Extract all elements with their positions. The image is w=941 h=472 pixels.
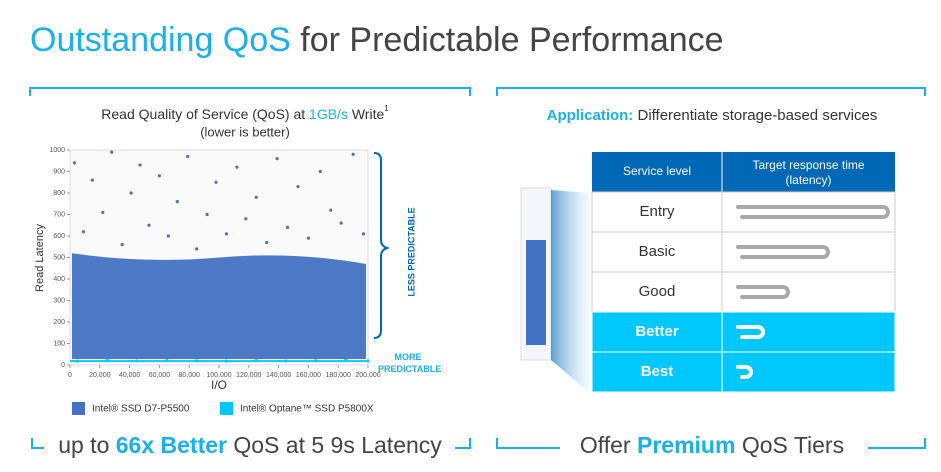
- row-label: Better: [635, 323, 679, 340]
- point: [306, 236, 310, 240]
- row-label: Good: [639, 283, 676, 300]
- header-row: [592, 152, 895, 192]
- footer-text: Offer Premium QoS Tiers: [580, 432, 844, 458]
- point: [157, 174, 161, 178]
- point: [265, 240, 269, 245]
- point: [285, 225, 290, 229]
- y-tick-label: 600: [53, 233, 65, 240]
- y-tick-label: 400: [53, 276, 65, 283]
- y-tick-label: 1000: [49, 147, 65, 154]
- y-tick-label: 500: [53, 254, 65, 261]
- row-label: Best: [641, 363, 674, 380]
- x-tick-label: 140,000: [266, 372, 291, 379]
- table: Service level Target response time (laten…: [591, 152, 896, 393]
- point: [329, 208, 333, 212]
- point: [275, 157, 279, 161]
- y-tick-label: 900: [53, 168, 65, 175]
- point: [339, 221, 343, 225]
- point: [318, 169, 322, 174]
- funnel: [551, 190, 590, 393]
- point: [90, 178, 94, 182]
- footer-line: [455, 438, 471, 449]
- legend: Intel® SSD D7-P5500 Intel® Optane™ SSD P5…: [72, 402, 374, 415]
- divider: [29, 87, 471, 96]
- point: [186, 154, 190, 159]
- x-tick-label: 60,000: [149, 372, 171, 379]
- point: [195, 247, 199, 251]
- point: [120, 243, 124, 247]
- point: [81, 230, 86, 234]
- latency-arrow: [736, 285, 790, 299]
- annotation-box: MORE PREDICTABLE: [378, 352, 442, 374]
- x-tick-label: 80,000: [178, 372, 200, 379]
- legend-swatch: [220, 402, 233, 415]
- point: [166, 234, 170, 238]
- latency-arrow: [736, 205, 890, 219]
- plot: 0 100 200 300 400 500 600 700 800 900 1000 0 20,000 4…: [49, 147, 380, 379]
- row-label: Basic: [639, 243, 676, 260]
- x-tick-label: 200,000: [355, 372, 380, 379]
- chart-title: Read Quality of Service (QoS) at 1GB/s W…: [101, 104, 389, 122]
- row: [591, 271, 896, 313]
- point: [351, 152, 355, 156]
- y-axis-label: Read Latency: [34, 224, 46, 292]
- y-tick-label: 200: [53, 319, 65, 326]
- point: [175, 200, 179, 204]
- footer-line: [868, 438, 926, 449]
- y-tick-label: 100: [53, 340, 65, 347]
- point: [244, 217, 248, 221]
- annotation: LESS PREDICTABLE: [406, 207, 416, 296]
- row: [591, 191, 896, 233]
- dense-cloud: [72, 253, 366, 359]
- x-tick-label: 0: [68, 372, 72, 379]
- legend-swatch: [72, 402, 85, 415]
- title: Outstanding QoS for Predictable Performa…: [30, 21, 724, 59]
- divider: [496, 87, 926, 96]
- header-cell: Target response time (latency): [752, 158, 865, 187]
- point: [138, 163, 142, 167]
- point: [110, 150, 114, 154]
- header-cell: Service level: [623, 164, 691, 178]
- footer-text: up to 66x Better QoS at 5 9s Latency: [58, 432, 442, 458]
- x-tick-label: 40,000: [119, 372, 141, 379]
- chart-subtitle: (lower is better): [200, 124, 290, 139]
- x-tick-label: 100,000: [206, 372, 231, 379]
- row: [591, 231, 896, 273]
- point: [101, 210, 105, 214]
- latency-arrow: [736, 365, 753, 379]
- x-tick-label: 160,000: [296, 372, 321, 379]
- header-cell-box: Target response time (latency): [752, 158, 865, 187]
- y-tick-label: 300: [53, 297, 65, 304]
- point: [147, 223, 151, 227]
- bracket: [373, 152, 391, 339]
- row-label: Entry: [639, 203, 675, 220]
- row: [591, 351, 896, 393]
- footer-line: [31, 438, 44, 449]
- point: [205, 212, 209, 217]
- point: [129, 191, 133, 195]
- x-tick-label: 180,000: [326, 372, 351, 379]
- point: [214, 180, 218, 184]
- y-tick-label: 800: [53, 190, 65, 197]
- point: [296, 184, 300, 189]
- point: [72, 161, 77, 165]
- x-tick-label: 120,000: [236, 372, 261, 379]
- annotation: MORE PREDICTABLE: [378, 352, 442, 374]
- app-text: Application: Differentiate storage-based…: [547, 107, 878, 124]
- point: [235, 165, 239, 169]
- point: [224, 232, 229, 236]
- point: [254, 195, 258, 199]
- latency-arrow: [736, 325, 765, 339]
- x-axis-label: I/O: [211, 378, 227, 392]
- point: [361, 232, 366, 236]
- footer-line: [496, 438, 560, 449]
- mini-chart-cloud: [526, 240, 546, 345]
- y-tick-label: 700: [53, 211, 65, 218]
- legend-label: Intel® SSD D7-P5500: [92, 404, 190, 415]
- y-tick-label: 0: [61, 362, 65, 369]
- latency-arrow: [736, 245, 830, 259]
- x-tick-label: 20,000: [89, 372, 111, 379]
- legend-label: Intel® Optane™ SSD P5800X: [240, 404, 374, 415]
